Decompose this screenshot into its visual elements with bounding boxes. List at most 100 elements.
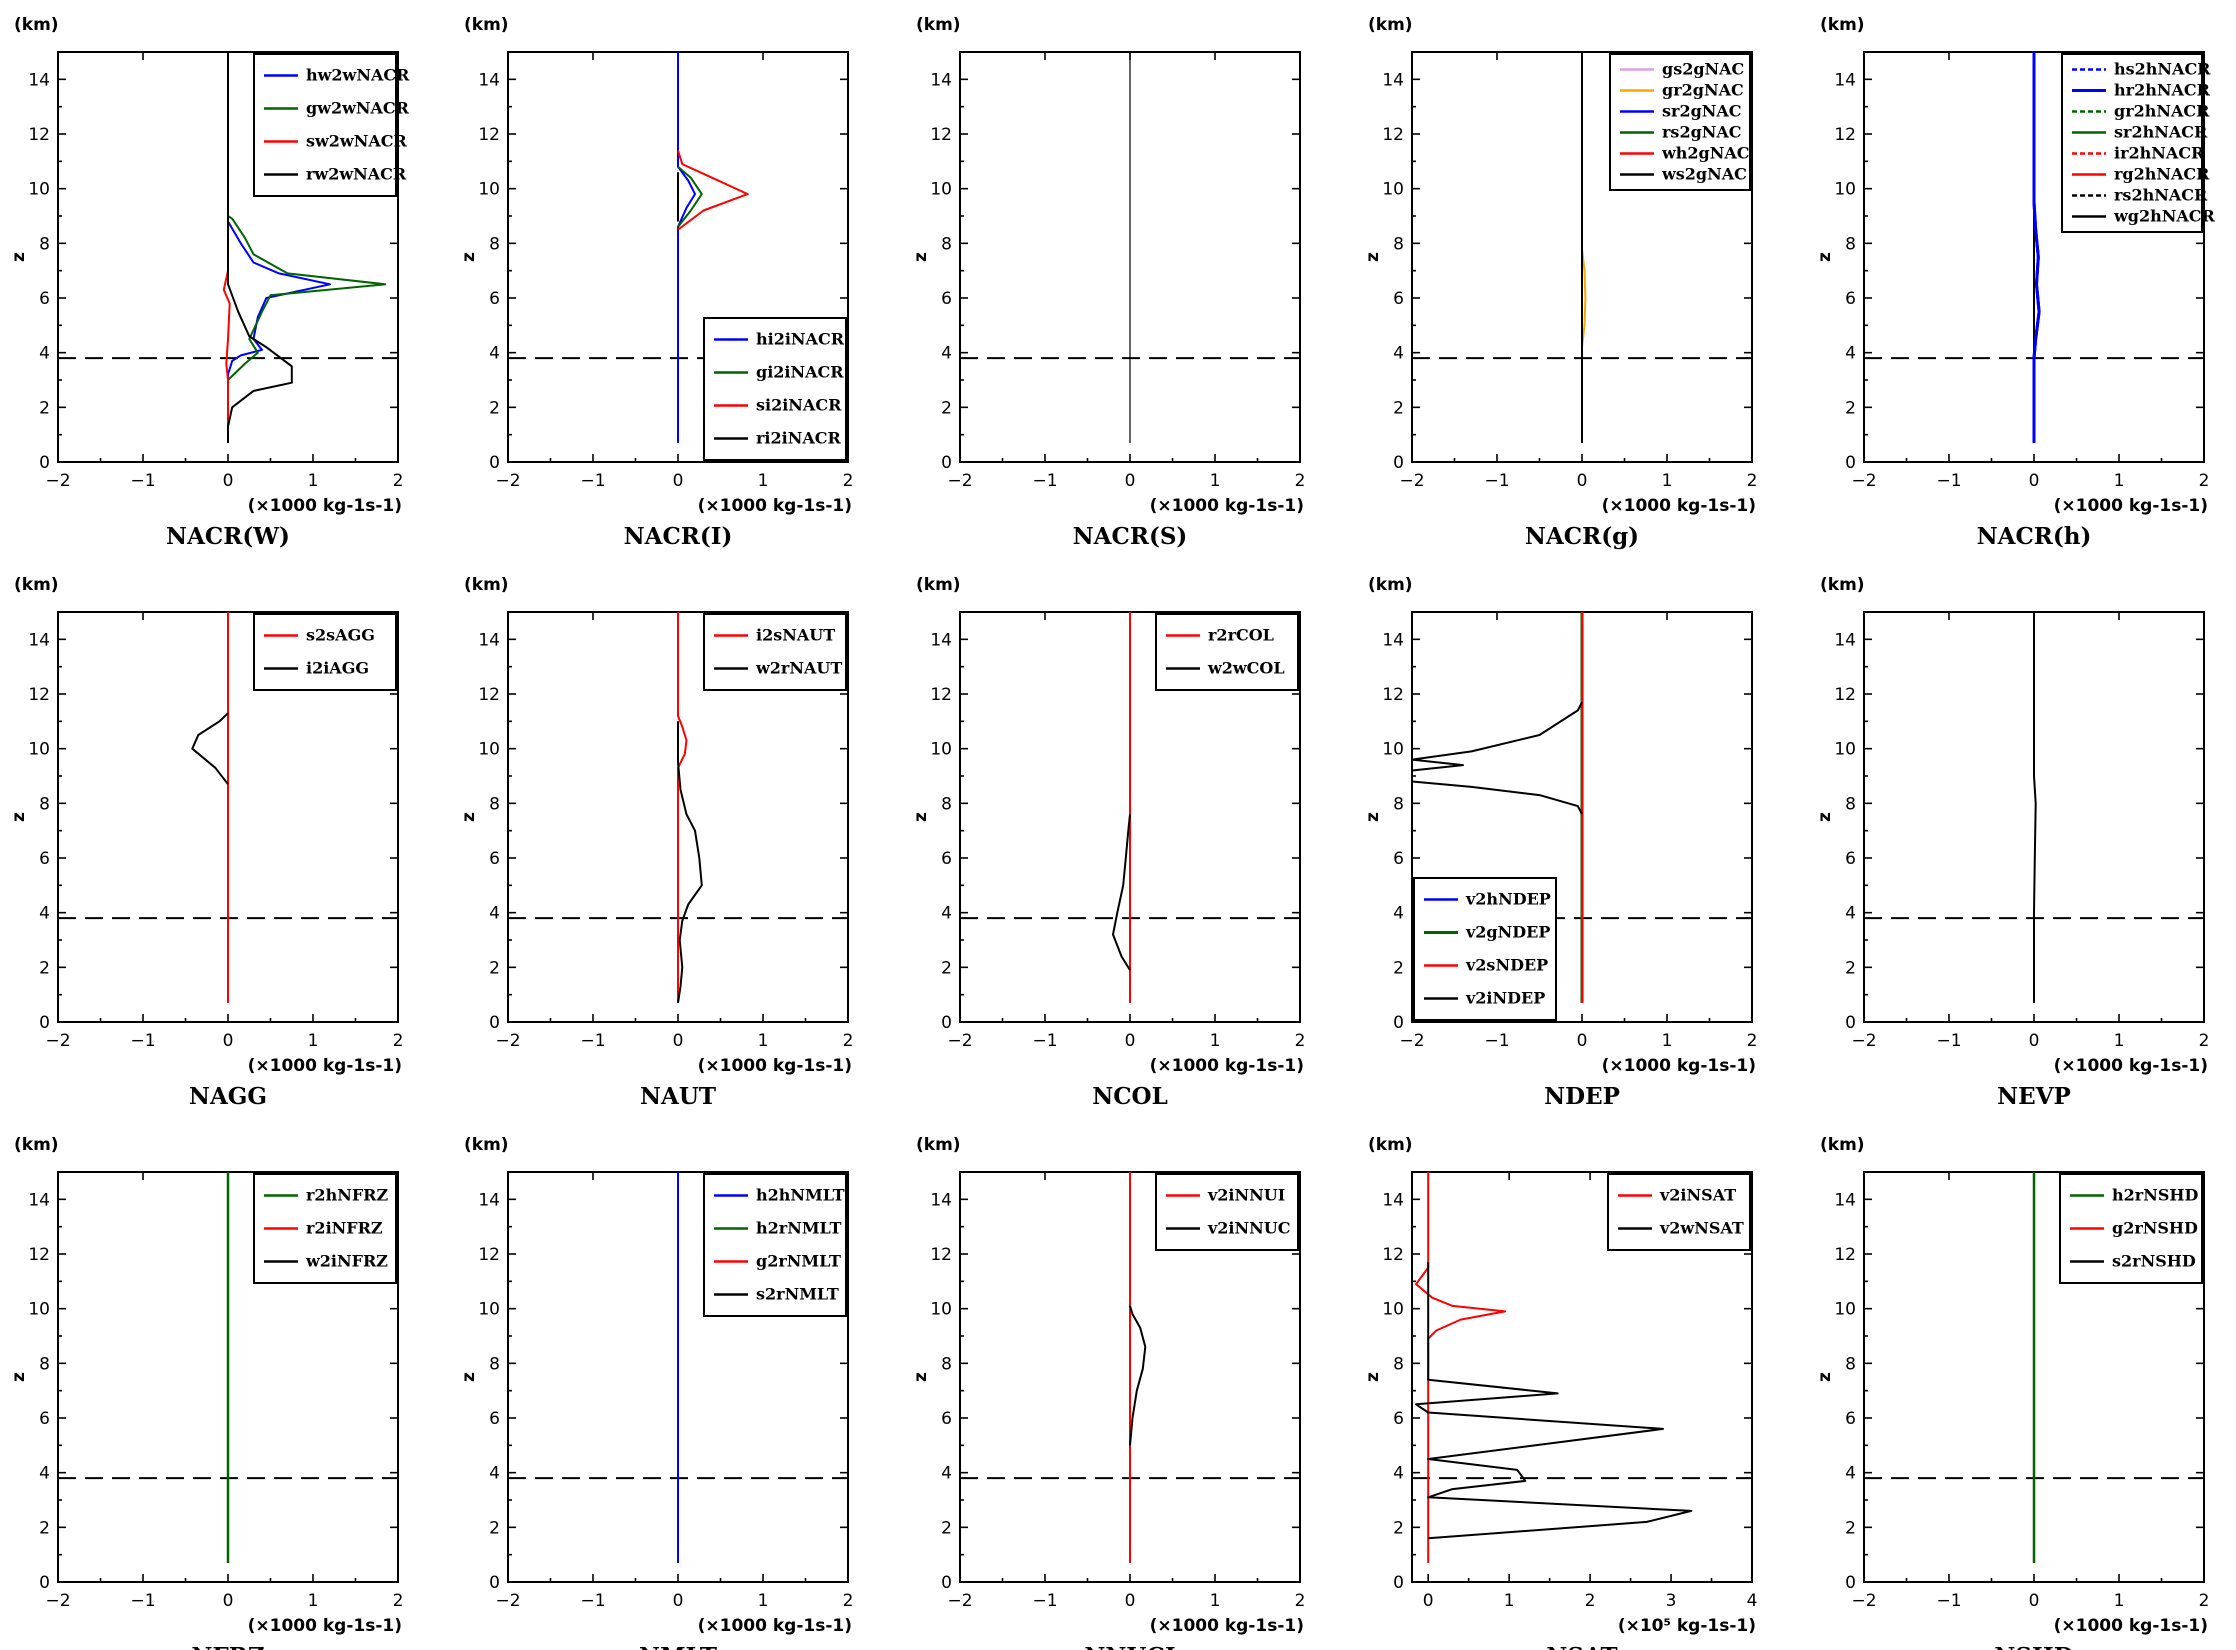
x-tick-label: 1 xyxy=(758,471,769,491)
y-tick-label: 2 xyxy=(1845,1518,1856,1538)
series-group xyxy=(1581,52,1587,443)
y-unit-label: (km) xyxy=(1820,15,1865,35)
legend-label: rs2hNACR xyxy=(2114,186,2208,205)
y-tick-label: 8 xyxy=(489,794,500,814)
y-tick-label: 6 xyxy=(489,849,500,869)
y-tick-label: 8 xyxy=(39,1354,50,1374)
x-tick-label: 2 xyxy=(393,1591,404,1611)
y-tick-label: 12 xyxy=(478,1245,500,1265)
x-tick-label: 2 xyxy=(1747,1031,1758,1051)
legend: v2iNNUI v2iNNUC xyxy=(1155,1173,1299,1251)
y-tick-label: 4 xyxy=(489,1464,500,1484)
y-tick-label: 14 xyxy=(478,1190,500,1210)
y-tick-label: 4 xyxy=(489,344,500,364)
x-tick-label: 3 xyxy=(1666,1591,1677,1611)
legend: r2rCOL w2wCOL xyxy=(1155,613,1299,691)
y-tick-label: 0 xyxy=(1845,453,1856,473)
y-tick-label: 14 xyxy=(1834,630,1856,650)
y-tick-label: 0 xyxy=(1845,1013,1856,1033)
y-tick-label: 6 xyxy=(1393,1409,1404,1429)
y-tick-label: 2 xyxy=(39,958,50,978)
y-tick-label: 12 xyxy=(1382,125,1404,145)
x-unit-label: (×10⁵ kg-1s-1) xyxy=(1618,1616,1756,1636)
panel-title: NACR(h) xyxy=(1977,523,2092,550)
x-unit-label: (×1000 kg-1s-1) xyxy=(2054,1616,2208,1636)
y-tick-label: 12 xyxy=(1382,685,1404,705)
x-tick-label: −1 xyxy=(1484,1031,1509,1051)
legend: gs2gNAC gr2gNAC sr2gNAC rs2gNAC wh2gNAC ws2gN… xyxy=(1609,53,1751,191)
y-tick-label: 6 xyxy=(39,849,50,869)
x-unit-label: (×1000 kg-1s-1) xyxy=(248,1616,402,1636)
y-tick-label: 4 xyxy=(1845,904,1856,924)
series-group xyxy=(677,52,749,443)
y-tick-label: 8 xyxy=(941,794,952,814)
y-axis-label: z xyxy=(9,252,29,262)
y-tick-label: 4 xyxy=(39,904,50,924)
y-axis-label: z xyxy=(459,812,479,822)
legend-box xyxy=(253,613,397,691)
y-tick-label: 2 xyxy=(1845,398,1856,418)
y-tick-label: 10 xyxy=(478,180,500,200)
x-tick-label: 0 xyxy=(2029,1591,2040,1611)
y-tick-label: 12 xyxy=(1382,1245,1404,1265)
x-tick-label: 0 xyxy=(1577,1031,1588,1051)
series-group xyxy=(2033,612,2037,1003)
y-tick-label: 14 xyxy=(1834,70,1856,90)
x-tick-label: 0 xyxy=(2029,471,2040,491)
y-tick-label: 0 xyxy=(39,1573,50,1593)
y-tick-label: 2 xyxy=(1393,398,1404,418)
legend-label: hs2hNACR xyxy=(2114,60,2211,79)
y-tick-label: 12 xyxy=(28,685,50,705)
y-tick-label: 0 xyxy=(1393,453,1404,473)
panel-title: NACR(g) xyxy=(1525,523,1639,550)
y-axis-label: z xyxy=(1815,1372,1835,1382)
legend-label: rs2gNAC xyxy=(1662,123,1742,142)
panel-title: NACR(S) xyxy=(1073,523,1188,550)
y-tick-label: 4 xyxy=(941,344,952,364)
y-axis-label: z xyxy=(9,1372,29,1382)
series-group xyxy=(191,612,229,1003)
legend: h2hNMLT h2rNMLT g2rNMLT s2rNMLT xyxy=(703,1173,847,1317)
legend-label: v2iNNUI xyxy=(1207,1186,1285,1205)
y-tick-label: 0 xyxy=(489,1013,500,1033)
y-axis-label: z xyxy=(911,252,931,262)
legend-label: g2rNMLT xyxy=(756,1252,841,1271)
legend-label: s2rNMLT xyxy=(756,1285,839,1304)
y-axis-label: z xyxy=(911,812,931,822)
legend: v2hNDEP v2gNDEP v2sNDEP v2iNDEP xyxy=(1413,877,1557,1021)
legend-label: v2hNDEP xyxy=(1465,890,1551,909)
y-unit-label: (km) xyxy=(1368,1135,1413,1155)
y-tick-label: 12 xyxy=(28,125,50,145)
panel-title: NEVP xyxy=(1997,1083,2071,1110)
y-unit-label: (km) xyxy=(464,1135,509,1155)
y-tick-label: 4 xyxy=(39,344,50,364)
x-tick-label: 0 xyxy=(673,471,684,491)
y-tick-label: 6 xyxy=(1845,1409,1856,1429)
legend-label: s2sAGG xyxy=(306,626,375,645)
y-tick-label: 8 xyxy=(489,234,500,254)
legend-label: hw2wNACR xyxy=(306,66,410,85)
y-unit-label: (km) xyxy=(14,1135,59,1155)
x-tick-label: −2 xyxy=(45,1031,70,1051)
legend-label: gs2gNAC xyxy=(1662,60,1744,79)
x-tick-label: 0 xyxy=(2029,1031,2040,1051)
y-tick-label: 14 xyxy=(478,70,500,90)
series-line-gr2gnac xyxy=(1581,248,1587,348)
panel-title: NMLT xyxy=(639,1643,717,1650)
legend-label: sw2wNACR xyxy=(306,132,407,151)
legend-box xyxy=(1413,877,1557,1021)
legend-label: i2iAGG xyxy=(306,659,369,678)
x-tick-label: 1 xyxy=(1210,471,1221,491)
legend-label: w2wCOL xyxy=(1207,659,1285,678)
y-tick-label: 0 xyxy=(1393,1013,1404,1033)
x-tick-label: −2 xyxy=(947,471,972,491)
series-line-w2wcol xyxy=(1112,814,1131,971)
x-tick-label: −2 xyxy=(1851,471,1876,491)
y-tick-label: 4 xyxy=(1393,904,1404,924)
y-tick-label: 10 xyxy=(28,1300,50,1320)
y-tick-label: 10 xyxy=(930,1300,952,1320)
